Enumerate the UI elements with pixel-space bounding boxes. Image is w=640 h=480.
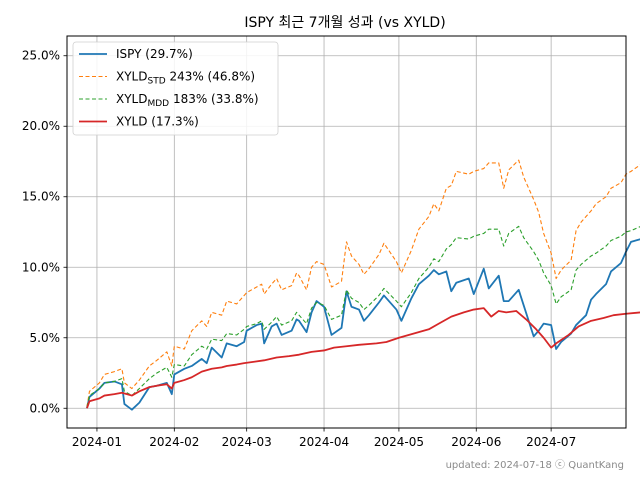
- legend-label-subscript: STD: [147, 77, 165, 87]
- legend-label-rest: 243% (46.8%): [166, 70, 255, 84]
- chart-title: ISPY 최근 7개월 성과 (vs XYLD): [244, 15, 445, 31]
- x-tick-label: 2024-07: [526, 435, 576, 449]
- plot-frame: [66, 35, 627, 429]
- series-line-1: [86, 159, 640, 407]
- y-tick-label: 25.0%: [22, 49, 60, 63]
- legend-label-3: XYLD (17.3%): [116, 115, 199, 129]
- legend-label-2: XYLDMDD 183% (33.8%): [116, 92, 259, 109]
- series-line-3: [86, 307, 640, 409]
- legend-label-rest: 183% (33.8%): [169, 92, 258, 106]
- legend-label-subscript: MDD: [147, 99, 169, 109]
- y-tick-label: 0.0%: [30, 401, 61, 415]
- axes: 0.0% 5.0% 10.0% 15.0% 20.0% 25.0% 2024-01 2024-…: [22, 49, 576, 449]
- legend-label-main: XYLD: [116, 92, 147, 106]
- legend-label-0: ISPY (29.7%): [116, 47, 193, 61]
- legend-box: [72, 41, 279, 136]
- series-lines: [86, 159, 640, 411]
- y-tick-label: 5.0%: [30, 331, 61, 345]
- series-line-2: [86, 225, 640, 407]
- x-tick-label: 2024-05: [374, 435, 424, 449]
- x-tick-label: 2024-02: [149, 435, 199, 449]
- x-tick-label: 2024-01: [72, 435, 122, 449]
- series-line-0: [86, 238, 640, 411]
- y-tick-label: 15.0%: [22, 190, 60, 204]
- legend-label-main: ISPY (29.7%): [116, 47, 193, 61]
- x-tick-label: 2024-06: [451, 435, 501, 449]
- x-tick-label: 2024-03: [222, 435, 272, 449]
- legend-label-1: XYLDSTD 243% (46.8%): [116, 70, 255, 87]
- legend-label-main: XYLD (17.3%): [116, 115, 199, 129]
- y-tick-label: 10.0%: [22, 260, 60, 274]
- legend: ISPY (29.7%) XYLDSTD 243% (46.8%) XYLDMDD …: [72, 41, 279, 136]
- footer-note: updated: 2024-07-18 ⓒ QuantKang: [446, 459, 624, 471]
- x-tick-label: 2024-04: [299, 435, 349, 449]
- legend-label-main: XYLD: [116, 70, 147, 84]
- y-tick-label: 20.0%: [22, 119, 60, 133]
